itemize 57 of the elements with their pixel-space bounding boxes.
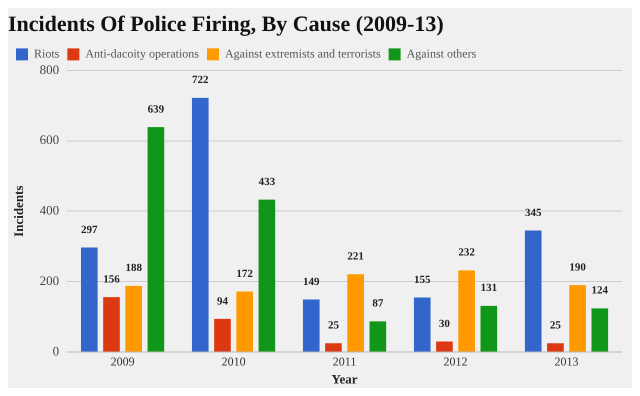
bar (436, 341, 453, 352)
data-label: 188 (125, 262, 142, 274)
data-label: 345 (524, 206, 542, 219)
y-tick-label: 800 (40, 62, 60, 77)
y-tick-label: 600 (40, 132, 60, 148)
data-label: 149 (303, 276, 320, 288)
data-label: 639 (148, 103, 165, 116)
bar (524, 230, 542, 352)
bar (148, 127, 164, 352)
chart-title: Incidents Of Police Firing, By Cause (2009-13) (8, 10, 444, 36)
data-label: 172 (236, 268, 254, 280)
bar (80, 247, 98, 352)
y-axis-title: Incidents (11, 186, 26, 237)
bar (547, 343, 564, 352)
bar (258, 200, 276, 352)
bar (125, 286, 142, 352)
data-label: 94 (216, 295, 228, 308)
bar (414, 297, 431, 352)
y-tick-label: 0 (52, 343, 60, 358)
bar (236, 291, 253, 352)
data-label: 297 (81, 224, 98, 236)
legend-label: Against others (406, 46, 477, 61)
data-label: 131 (480, 282, 498, 294)
y-tick-label: 400 (40, 202, 60, 218)
data-label: 232 (458, 246, 476, 259)
data-label: 190 (569, 261, 586, 274)
data-label: 156 (103, 273, 120, 286)
bar (480, 306, 498, 352)
bar (302, 300, 320, 352)
bar (458, 270, 475, 352)
data-label: 221 (347, 250, 364, 263)
data-label: 25 (328, 320, 340, 332)
bar (214, 318, 231, 352)
data-label: 155 (414, 274, 431, 286)
data-label: 30 (438, 318, 450, 330)
data-label: 124 (592, 284, 609, 297)
data-label: 722 (192, 74, 210, 86)
data-label: 433 (258, 176, 276, 188)
x-tick-label: 2009 (110, 354, 135, 368)
bar (569, 285, 586, 352)
x-axis-title: Year (332, 372, 358, 387)
y-tick-label: 200 (40, 273, 60, 288)
bar (591, 308, 608, 352)
data-label: 87 (372, 298, 384, 310)
data-label: 25 (550, 320, 562, 332)
legend-label: Anti-dacoity operations (85, 46, 200, 61)
bar (103, 297, 120, 352)
legend-label: Riots (34, 46, 60, 61)
x-tick-label: 2010 (222, 354, 246, 368)
bar (325, 343, 342, 352)
bar (347, 274, 364, 352)
bar (370, 321, 386, 352)
x-tick-label: 2012 (444, 354, 468, 368)
bar (192, 98, 209, 352)
legend-label: Against extremists and terrorists (224, 46, 381, 61)
x-tick-label: 2013 (554, 354, 579, 368)
x-tick-label: 2011 (332, 354, 356, 368)
